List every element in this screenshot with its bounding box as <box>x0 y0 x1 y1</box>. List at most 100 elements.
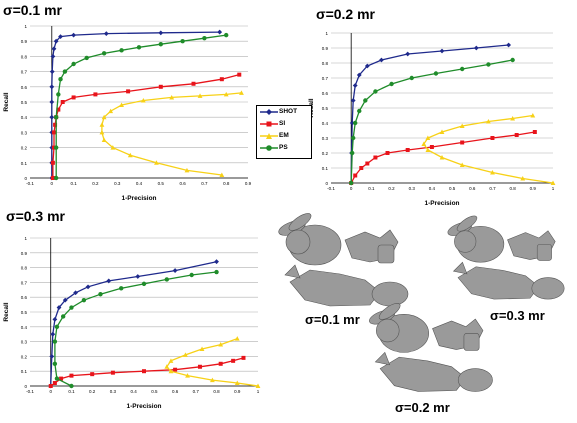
data-point <box>356 72 362 78</box>
x-tick-label: 0.5 <box>158 181 165 186</box>
data-point <box>101 51 107 56</box>
data-point <box>490 136 495 140</box>
y-tick-label: 0.8 <box>21 54 28 59</box>
legend-label-ps: PS <box>279 144 288 151</box>
x-tick-label: 0.3 <box>114 181 121 186</box>
data-point <box>353 173 358 178</box>
data-point <box>218 361 223 366</box>
x-tick-label: 0.5 <box>151 389 158 394</box>
data-point <box>142 369 146 374</box>
data-point <box>351 135 356 141</box>
data-point <box>84 55 89 61</box>
series-line <box>423 114 554 184</box>
data-point <box>48 384 53 388</box>
data-point <box>73 290 78 296</box>
data-point <box>164 364 170 369</box>
legend-item-em: EM <box>257 130 311 142</box>
x-tick-label: 0.2 <box>388 186 395 191</box>
series-shot <box>49 29 223 181</box>
series-si <box>50 72 242 180</box>
y-tick-label: 0.2 <box>322 151 329 156</box>
y-tick-label: 0.1 <box>21 369 28 374</box>
data-point <box>214 269 219 275</box>
legend-marker-em <box>260 133 278 139</box>
data-point <box>405 51 411 57</box>
chart-1: 00.10.20.30.40.50.60.70.80.91-0.1 0 0.1 0.2… <box>3 24 252 202</box>
data-point <box>81 297 87 303</box>
y-tick-label: 0.9 <box>322 46 329 51</box>
series-si <box>48 355 246 388</box>
data-point <box>60 314 66 319</box>
data-point <box>237 72 242 77</box>
x-tick-label: 0.2 <box>92 181 99 186</box>
data-point <box>158 30 164 36</box>
data-point <box>52 317 58 322</box>
data-point <box>93 92 98 97</box>
data-point <box>52 339 58 344</box>
data-point <box>433 71 439 76</box>
data-point <box>219 77 224 82</box>
data-point <box>110 145 116 150</box>
legend-label-shot: SHOT <box>279 108 298 115</box>
data-point <box>199 346 205 351</box>
data-point <box>101 137 107 142</box>
chart-3: 00.10.20.30.40.50.60.70.80.91-0.1 0 0.1 0.2… <box>3 236 261 410</box>
data-point <box>53 122 58 127</box>
data-point <box>51 130 56 135</box>
chart-title-1: σ=0.1 mr <box>3 2 63 18</box>
data-point <box>514 133 519 137</box>
data-point <box>164 277 169 282</box>
data-point <box>58 34 63 40</box>
data-point <box>530 113 536 118</box>
data-point <box>350 98 356 103</box>
data-point <box>389 81 394 87</box>
data-point <box>217 29 223 35</box>
data-point <box>154 160 159 165</box>
data-point <box>98 292 103 297</box>
y-tick-label: 0.1 <box>21 161 28 166</box>
data-point <box>60 100 65 104</box>
data-point <box>255 383 261 388</box>
y-tick-label: 0.7 <box>21 70 28 75</box>
data-point <box>101 114 107 120</box>
data-point <box>379 57 384 63</box>
data-point <box>71 95 76 100</box>
data-point <box>58 77 63 82</box>
y-axis-label: Recall <box>3 302 10 321</box>
x-tick-label: 0.1 <box>368 186 375 191</box>
data-point <box>214 259 219 265</box>
x-tick-label: 0.1 <box>70 181 77 186</box>
y-tick-label: 0.4 <box>322 121 329 126</box>
legend-label-em: EM <box>279 132 289 139</box>
y-tick-label: 0.4 <box>21 325 28 330</box>
y-tick-label: 0.2 <box>21 146 28 151</box>
series-line <box>50 261 217 387</box>
data-point <box>180 39 185 44</box>
x-tick-label: 0.9 <box>530 186 537 191</box>
data-point <box>50 331 56 337</box>
data-point <box>106 278 112 284</box>
y-tick-label: 0 <box>325 181 328 186</box>
model-caption-1: σ=0.1 mr <box>305 312 360 327</box>
legend-item-shot: SHOT <box>257 106 311 118</box>
data-point <box>459 123 465 128</box>
legend: SHOT SI EM PS <box>256 105 312 159</box>
x-tick-label: 0.7 <box>489 186 496 191</box>
x-tick-label: 0.8 <box>213 389 220 394</box>
data-point <box>158 84 163 89</box>
series-shot <box>48 259 219 389</box>
data-point <box>49 114 55 120</box>
x-tick-label: 0.8 <box>223 181 230 186</box>
data-point <box>52 381 57 386</box>
x-tick-label: 0.4 <box>131 389 138 394</box>
data-point <box>532 130 537 134</box>
x-tick-label: 0.3 <box>409 186 416 191</box>
data-point <box>409 75 414 81</box>
data-point <box>520 176 526 181</box>
data-point <box>136 45 142 50</box>
data-point <box>363 98 368 103</box>
data-point <box>52 361 58 366</box>
series-em <box>99 90 244 177</box>
data-point <box>510 57 515 63</box>
model-render-noise-0-1 <box>278 213 409 307</box>
